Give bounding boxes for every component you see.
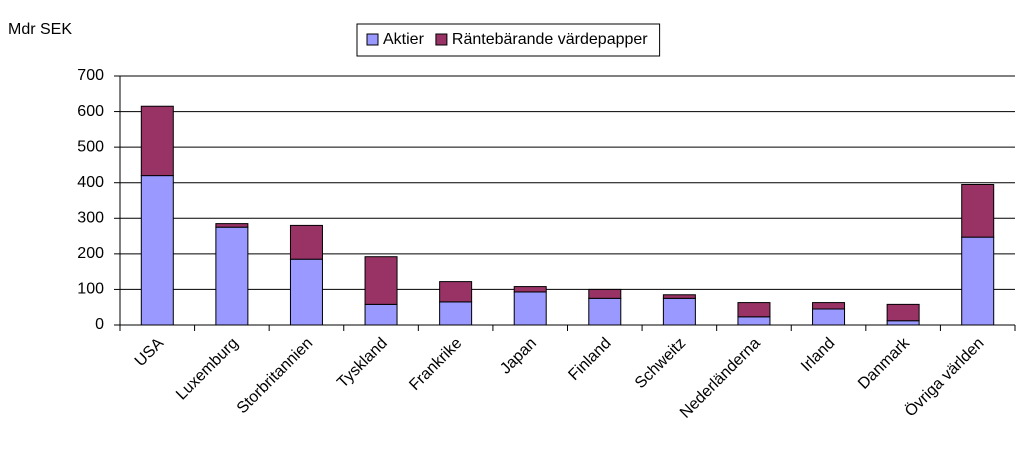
bar-segment [140, 175, 174, 326]
legend-swatch [435, 33, 448, 46]
y-tick-label: 400 [77, 174, 104, 191]
y-tick-label: 100 [77, 281, 104, 298]
bar-segment [886, 320, 920, 326]
x-tick-label: Schweitz [632, 335, 689, 392]
x-tick-label: USA [132, 335, 168, 371]
bar-segment [289, 224, 323, 260]
bar-segment [886, 303, 920, 322]
bar-segment [737, 316, 771, 326]
bar-segment [439, 301, 473, 326]
bar-segment [588, 297, 622, 326]
x-tick-label: Luxemburg [173, 335, 242, 404]
y-axis-label: Mdr SEK [8, 21, 72, 38]
y-tick-label: 500 [77, 138, 104, 155]
bar-segment [812, 302, 846, 310]
bar-segment [513, 291, 547, 326]
bar-segment [588, 288, 622, 299]
y-tick-label: 200 [77, 245, 104, 262]
bar-segment [140, 105, 174, 177]
bar-segment [215, 223, 249, 228]
legend-label: Aktier [383, 31, 425, 48]
bar-segment [215, 226, 249, 326]
legend-label: Räntebärande värdepapper [452, 31, 648, 48]
bar-segment [364, 256, 398, 305]
bar-segment [737, 302, 771, 318]
bar-segment [961, 183, 995, 238]
x-tick-label: Finland [565, 335, 614, 384]
legend-box [356, 23, 661, 57]
bar-segment [439, 281, 473, 303]
y-tick-label: 300 [77, 210, 104, 227]
y-tick-label: 600 [77, 103, 104, 120]
bar-segment [662, 294, 696, 299]
y-tick-label: 700 [77, 67, 104, 84]
bar-segment [961, 236, 995, 326]
x-tick-label: Irland [798, 335, 838, 375]
x-tick-label: Storbritannien [234, 335, 316, 417]
bar-segment [364, 303, 398, 326]
bar-segment [812, 308, 846, 326]
bar-segment [289, 258, 323, 326]
legend-swatch [366, 33, 379, 46]
y-tick-label: 0 [95, 316, 104, 333]
bar-segment [513, 286, 547, 293]
x-tick-label: Övriga världen [901, 334, 987, 420]
x-tick-label: Nederländerna [677, 335, 764, 422]
x-tick-label: Danmark [855, 334, 914, 393]
x-tick-label: Japan [497, 335, 540, 378]
bar-segment [662, 297, 696, 326]
x-tick-label: Tyskland [334, 335, 391, 392]
x-tick-label: Frankrike [406, 335, 465, 394]
